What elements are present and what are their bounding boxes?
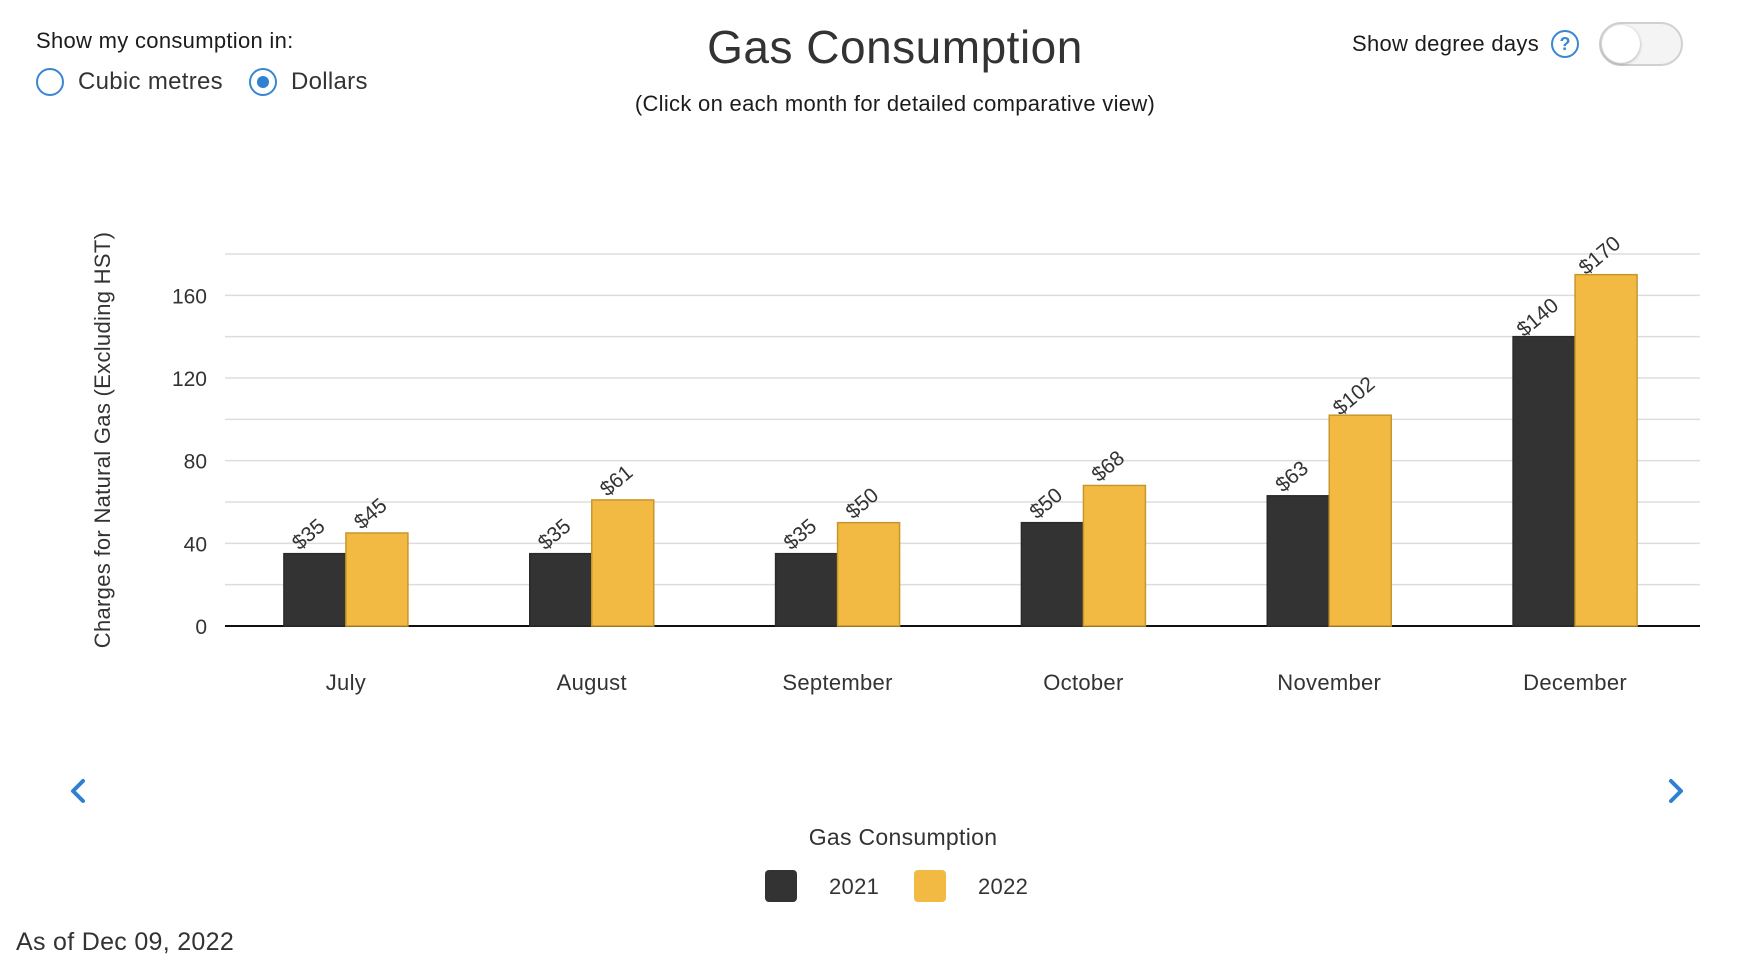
legend: 2021 2022	[765, 870, 1028, 902]
month-group-august[interactable]	[529, 499, 655, 627]
radio-cubic-metres[interactable]	[36, 68, 64, 96]
chart-title: Gas Consumption	[707, 21, 1083, 73]
chevron-left-icon[interactable]	[64, 776, 94, 806]
data-label: $170	[1575, 232, 1626, 280]
degree-days-label: Show degree days	[1352, 31, 1540, 56]
as-of-date: As of Dec 09, 2022	[16, 928, 235, 956]
grid-layer: 0 40 80 120 160	[172, 253, 1700, 639]
bar-2022-august[interactable]	[591, 499, 655, 627]
x-tick-label: August	[557, 670, 627, 695]
x-tick-label: December	[1523, 670, 1627, 695]
chart-subtitle: (Click on each month for detailed compar…	[634, 91, 1156, 116]
y-tick-label: 160	[172, 285, 207, 308]
data-label: $102	[1329, 372, 1380, 420]
bar-2021-september[interactable]	[774, 552, 839, 627]
y-tick-label: 0	[195, 616, 207, 639]
radio-label-dollars: Dollars	[290, 68, 368, 95]
data-label: $50	[1025, 484, 1067, 524]
data-label: $63	[1271, 457, 1313, 497]
radio-label-cubic-metres: Cubic metres	[78, 68, 223, 95]
data-label: $35	[534, 515, 576, 555]
legend-item-2021[interactable]: 2021	[765, 870, 879, 902]
bar-2022-december[interactable]	[1574, 273, 1638, 627]
data-label: $61	[596, 461, 638, 501]
legend-swatch	[914, 870, 946, 902]
month-group-december[interactable]	[1512, 273, 1638, 627]
x-tick-label: November	[1277, 670, 1381, 695]
y-tick-label: 40	[184, 533, 207, 556]
legend-swatch	[765, 870, 797, 902]
y-tick-label: 80	[184, 451, 207, 474]
legend-label: 2022	[978, 874, 1028, 899]
unit-radio-group: Cubic metres Dollars	[36, 68, 394, 96]
y-axis-title: Charges for Natural Gas (Excluding HST)	[90, 232, 115, 648]
toggle-knob	[1602, 25, 1641, 63]
x-tick-label: October	[1043, 670, 1123, 695]
legend-label: 2021	[829, 874, 879, 899]
data-label: $68	[1087, 446, 1129, 486]
x-tick-label: September	[782, 670, 892, 695]
unit-prompt-label: Show my consumption in:	[36, 28, 294, 53]
month-group-october[interactable]	[1020, 484, 1147, 627]
data-label: $140	[1513, 294, 1564, 342]
unit-option-dollars[interactable]: Dollars	[248, 68, 368, 96]
data-label: $45	[350, 494, 392, 534]
degree-days-toggle[interactable]	[1599, 22, 1684, 66]
bar-2021-july[interactable]	[283, 552, 347, 627]
radio-dollars[interactable]	[248, 68, 277, 96]
month-group-november[interactable]	[1266, 414, 1392, 627]
legend-item-2022[interactable]: 2022	[914, 870, 1028, 902]
unit-selector: Show my consumption in: Cubic metres Dol…	[36, 28, 394, 96]
y-tick-label: 120	[172, 368, 207, 391]
data-label: $35	[780, 515, 822, 555]
help-icon[interactable]: ?	[1551, 30, 1580, 58]
chevron-right-icon[interactable]	[1660, 776, 1690, 806]
data-label: $50	[842, 484, 884, 524]
bar-2022-september[interactable]	[836, 521, 901, 627]
bar-2021-august[interactable]	[529, 552, 593, 627]
bars-layer[interactable]	[283, 273, 1638, 627]
data-label: $35	[288, 515, 330, 555]
bar-2021-november[interactable]	[1266, 495, 1330, 627]
x-tick-label: July	[326, 670, 366, 695]
bar-2022-november[interactable]	[1328, 414, 1392, 627]
bar-2021-october[interactable]	[1020, 521, 1085, 627]
month-group-july[interactable]	[283, 532, 409, 627]
degree-days-control: Show degree days ?	[1352, 22, 1684, 66]
month-group-september[interactable]	[774, 521, 901, 627]
bar-2022-july[interactable]	[345, 532, 409, 627]
bar-2022-october[interactable]	[1082, 484, 1147, 627]
legend-title: Gas Consumption	[809, 824, 998, 850]
unit-option-cubic-metres[interactable]: Cubic metres	[36, 68, 223, 96]
bar-2021-december[interactable]	[1512, 335, 1576, 627]
